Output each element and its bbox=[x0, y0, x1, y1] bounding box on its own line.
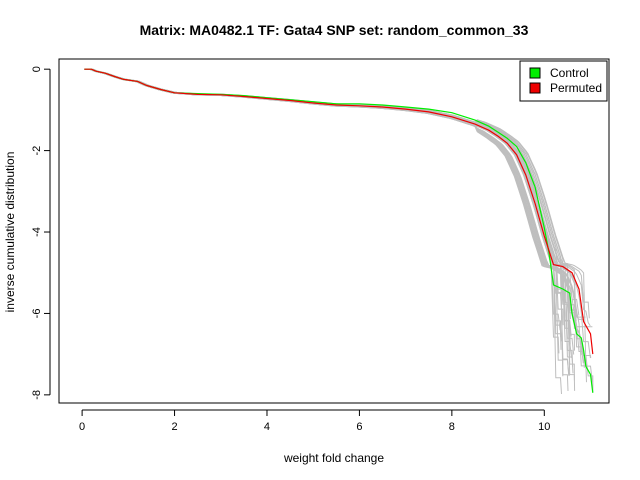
background-line bbox=[84, 68, 593, 328]
background-line bbox=[84, 68, 583, 320]
legend-swatch-control bbox=[529, 67, 541, 79]
y-axis-label: inverse cumulative distribution bbox=[3, 152, 17, 313]
background-line bbox=[84, 68, 562, 395]
legend-label-control: Control bbox=[550, 66, 589, 80]
background-replicate-lines bbox=[84, 68, 594, 395]
x-tick-label: 2 bbox=[171, 421, 177, 433]
y-tick-label: 0 bbox=[31, 66, 43, 72]
x-tick-label: 8 bbox=[449, 421, 455, 433]
background-line bbox=[84, 68, 572, 337]
series-line-control bbox=[84, 68, 594, 393]
x-tick-label: 0 bbox=[79, 421, 85, 433]
background-line bbox=[84, 68, 575, 381]
background-line bbox=[84, 68, 564, 377]
x-tick-label: 10 bbox=[538, 421, 550, 433]
plot-frame bbox=[58, 58, 610, 404]
background-line bbox=[84, 68, 584, 364]
background-line bbox=[84, 68, 575, 351]
background-line bbox=[84, 68, 565, 306]
x-axis-label: weight fold change bbox=[283, 451, 384, 465]
y-tick-label: -4 bbox=[31, 227, 43, 237]
y-tick-label: -2 bbox=[31, 146, 43, 156]
background-line bbox=[84, 68, 562, 350]
background-line bbox=[84, 68, 570, 377]
background-line bbox=[84, 68, 561, 331]
background-line bbox=[84, 68, 574, 374]
legend-swatch-permuted bbox=[529, 82, 541, 94]
background-line bbox=[84, 68, 585, 368]
legend-label-permuted: Permuted bbox=[550, 81, 602, 95]
background-line bbox=[84, 68, 561, 338]
background-line bbox=[84, 68, 591, 327]
x-tick-label: 6 bbox=[356, 421, 362, 433]
axes: 0 2 4 6 8 10 0 -2 -4 -6 -8 bbox=[31, 66, 550, 433]
background-line bbox=[84, 68, 583, 356]
series-line-permuted bbox=[84, 68, 594, 355]
background-line bbox=[84, 68, 592, 359]
background-line bbox=[84, 68, 587, 383]
y-tick-label: -8 bbox=[31, 390, 43, 400]
background-line bbox=[84, 68, 575, 329]
background-line bbox=[84, 68, 576, 327]
background-line bbox=[84, 68, 572, 358]
x-tick-label: 4 bbox=[264, 421, 270, 433]
background-line bbox=[84, 68, 576, 391]
background-line bbox=[84, 68, 593, 383]
background-line bbox=[84, 68, 571, 345]
background-line bbox=[84, 68, 577, 327]
background-line bbox=[84, 68, 571, 338]
background-line bbox=[84, 68, 569, 392]
background-line bbox=[84, 68, 571, 320]
background-line bbox=[84, 68, 574, 367]
chart-title: Matrix: MA0482.1 TF: Gata4 SNP set: rand… bbox=[140, 22, 529, 38]
background-line bbox=[84, 68, 570, 376]
background-line bbox=[84, 68, 577, 322]
background-line bbox=[84, 68, 560, 354]
background-line bbox=[84, 68, 594, 393]
series-lines bbox=[84, 68, 594, 393]
background-line bbox=[84, 68, 562, 342]
background-line bbox=[84, 68, 569, 321]
background-line bbox=[84, 68, 591, 358]
background-line bbox=[84, 68, 564, 326]
background-line bbox=[84, 68, 575, 355]
y-tick-label: -6 bbox=[31, 309, 43, 319]
